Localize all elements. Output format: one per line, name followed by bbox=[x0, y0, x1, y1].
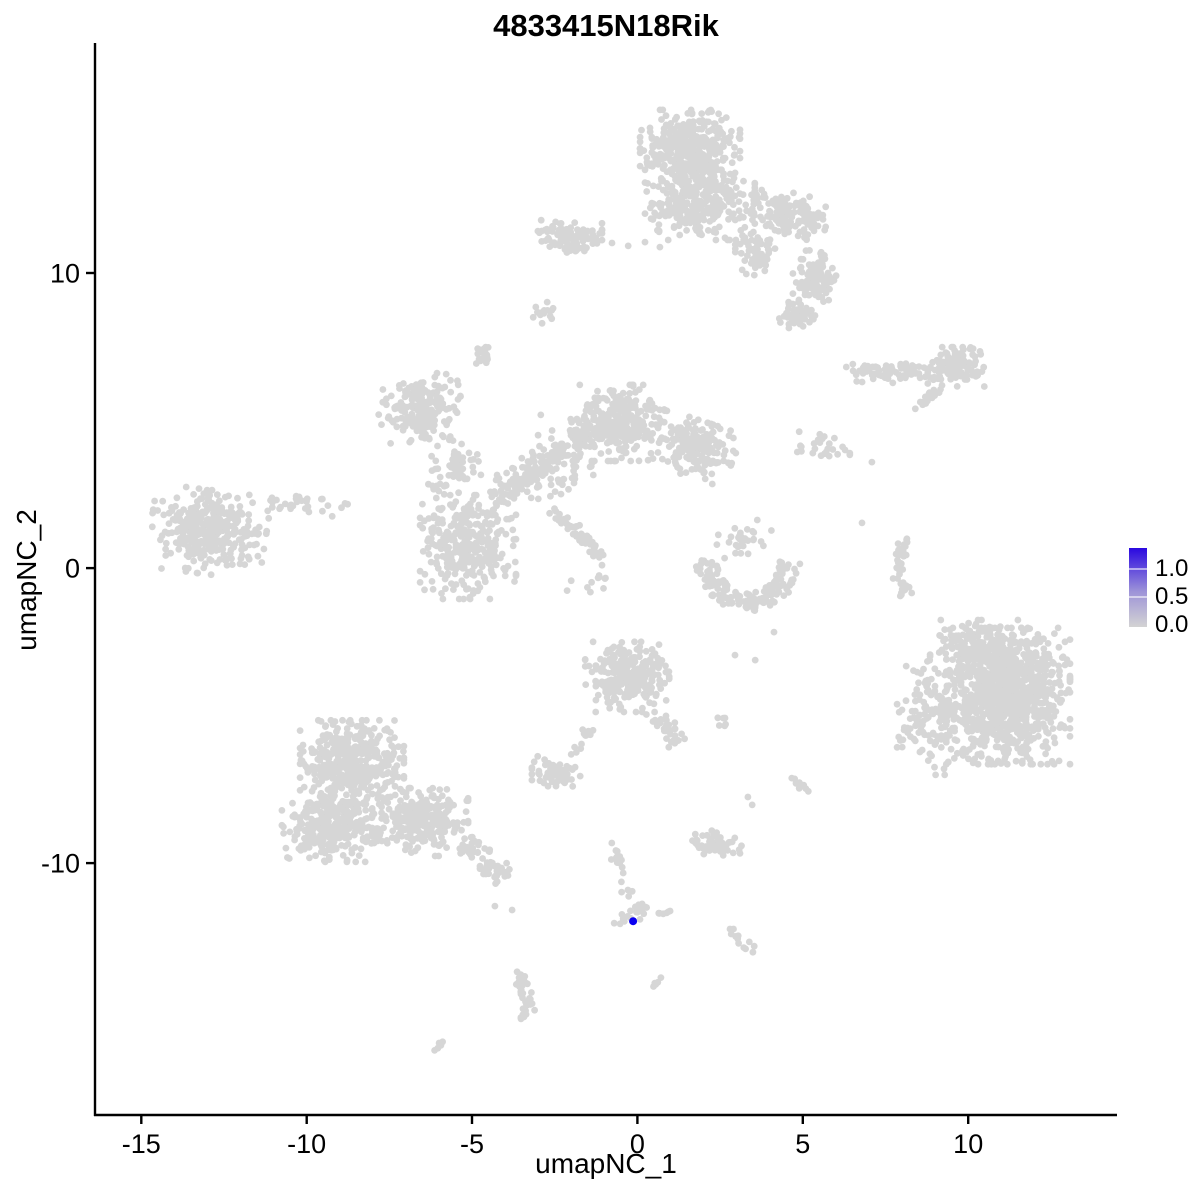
axes: -15 -10 -5 0 5 10 -10 0 10 bbox=[41, 43, 1117, 1159]
umap-point-cloud bbox=[148, 106, 1074, 1054]
y-tick-label: -10 bbox=[41, 849, 80, 879]
colorbar-notch bbox=[1129, 596, 1147, 598]
x-tick-label: -5 bbox=[460, 1129, 484, 1159]
legend-label-high: 1.0 bbox=[1155, 555, 1189, 582]
legend-label-low: 0.0 bbox=[1155, 611, 1189, 638]
colorbar-legend: 1.0 0.5 0.0 bbox=[1129, 548, 1199, 638]
y-tick-label: 0 bbox=[65, 554, 80, 584]
legend-label-mid: 0.5 bbox=[1155, 583, 1189, 610]
colorbar-notch bbox=[1129, 568, 1147, 570]
y-axis-title: umapNC_2 bbox=[11, 509, 42, 651]
x-tick-label: 10 bbox=[953, 1129, 983, 1159]
plot-title: 4833415N18Rik bbox=[493, 8, 719, 43]
y-tick-label: 10 bbox=[50, 258, 80, 288]
x-tick-label: 0 bbox=[630, 1129, 645, 1159]
highlight-point bbox=[629, 917, 638, 926]
x-tick-label: 5 bbox=[795, 1129, 810, 1159]
colorbar-gradient bbox=[1129, 548, 1147, 627]
x-axis-title: umapNC_1 bbox=[535, 1148, 677, 1179]
x-tick-label: -10 bbox=[287, 1129, 326, 1159]
x-tick-label: -15 bbox=[122, 1129, 161, 1159]
